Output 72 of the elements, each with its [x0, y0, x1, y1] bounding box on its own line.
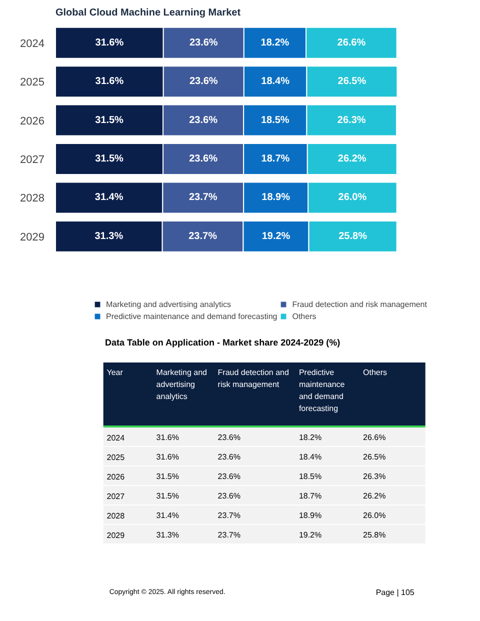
data-label: 26.0%	[338, 192, 367, 204]
text: 23.6%	[218, 432, 240, 442]
category-label: 2024	[106, 433, 125, 442]
text: 26.5%	[363, 452, 386, 462]
text: 18.5%	[298, 472, 322, 481]
data-label: 23.7%	[188, 230, 218, 242]
text: 18.2%	[298, 432, 322, 442]
data-label: 25.8%	[338, 230, 368, 242]
data-label: 23.7%	[188, 192, 218, 204]
data-label: 18.9%	[262, 192, 290, 204]
text: Year	[106, 368, 124, 377]
text: 18.7%	[298, 491, 322, 500]
text: Page | 105	[376, 588, 415, 597]
data-label: 26.3%	[337, 114, 366, 126]
legend-label: Predictive maintenance and demand forecasting	[106, 311, 278, 321]
text: 31.3%	[156, 530, 179, 540]
text: 19.2%	[298, 530, 322, 540]
data-label: 26.6%	[337, 37, 366, 48]
legend-label: Fraud detection and risk management	[292, 299, 427, 309]
category-label: 2025	[106, 452, 125, 462]
y-tick-label: 2024	[20, 38, 45, 50]
data-label: 23.6%	[189, 37, 218, 48]
data-label: 23.6%	[189, 114, 218, 126]
data-label: 26.5%	[338, 76, 366, 88]
text: 26.3%	[363, 472, 386, 481]
text: 26.0%	[363, 510, 386, 520]
text: 23.6%	[218, 491, 240, 500]
category-label: 2029	[106, 530, 125, 540]
legend-label: Others	[292, 311, 316, 321]
category-label: 2026	[106, 472, 125, 482]
text: 23.7%	[218, 530, 240, 540]
data-label: 31.5%	[95, 114, 124, 126]
text: Predictive maintenance and demand forecasting	[298, 368, 345, 413]
text: 26.6%	[363, 432, 386, 442]
text: 25.8%	[363, 530, 386, 540]
y-tick-label: 2028	[20, 192, 45, 205]
data-label: 31.6%	[95, 76, 124, 88]
data-label: 31.6%	[95, 37, 124, 48]
y-tick-label: 2029	[20, 231, 45, 244]
text: Fraud detection and risk management	[218, 368, 289, 389]
text: 31.5%	[156, 472, 179, 481]
text: 18.9%	[298, 510, 322, 520]
text: Marketing and advertising analytics	[156, 368, 207, 401]
data-label: 31.4%	[94, 192, 124, 204]
y-tick-label: 2027	[20, 154, 45, 166]
text: 23.6%	[218, 472, 240, 481]
text: 26.2%	[363, 491, 386, 500]
data-label: 31.5%	[95, 154, 124, 165]
text: 31.6%	[156, 432, 179, 442]
text: 18.4%	[298, 452, 322, 462]
data-label: 31.3%	[94, 230, 124, 242]
data-label: 23.6%	[189, 76, 218, 88]
text: 23.6%	[218, 452, 240, 462]
data-label: 18.5%	[260, 114, 290, 126]
legend-label: Marketing and advertising analytics	[106, 299, 231, 309]
data-label: 18.7%	[261, 154, 290, 165]
chart-title: Global Cloud Machine Learning Market	[56, 8, 242, 18]
text: 31.5%	[156, 491, 179, 500]
text: Others	[363, 368, 388, 377]
y-tick-label: 2025	[20, 76, 45, 89]
category-label: 2028	[106, 511, 125, 520]
data-label: 18.2%	[260, 37, 290, 48]
text: 31.6%	[156, 452, 179, 462]
y-tick-label: 2026	[20, 115, 45, 128]
category-label: 2027	[106, 492, 125, 501]
text: 31.4%	[156, 510, 179, 520]
data-label: 26.2%	[338, 154, 366, 165]
text: Data Table on Application - Market share 2024-2029 (%)	[105, 338, 340, 348]
data-label: 19.2%	[262, 230, 290, 242]
text: 23.7%	[218, 510, 240, 520]
data-label: 23.6%	[189, 154, 218, 165]
data-label: 18.4%	[261, 76, 290, 88]
